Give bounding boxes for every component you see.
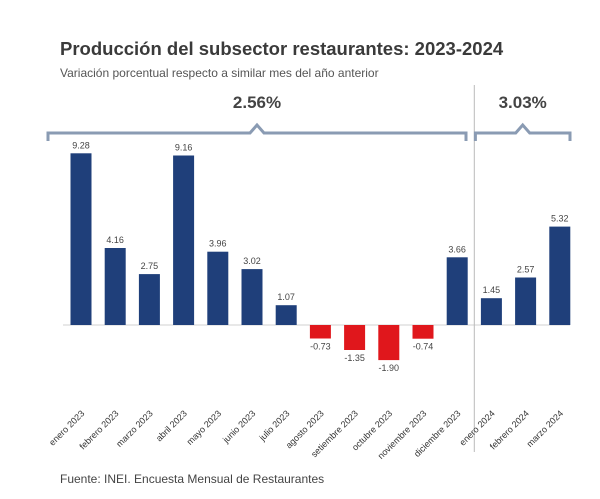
category-label-2: marzo 2023 — [114, 408, 155, 449]
data-label-10: -0.74 — [413, 342, 434, 352]
bar-6 — [275, 305, 297, 325]
data-label-14: 5.32 — [551, 214, 569, 224]
bar-1 — [104, 248, 126, 325]
data-label-5: 3.02 — [243, 256, 261, 266]
bar-9 — [378, 325, 400, 361]
data-label-8: -1.35 — [344, 353, 365, 363]
data-label-1: 4.16 — [106, 235, 124, 245]
data-label-12: 1.45 — [483, 285, 501, 295]
chart-title: Producción del subsector restaurantes: 2… — [60, 38, 504, 59]
category-label-6: julio 2023 — [257, 408, 292, 443]
bar-12 — [480, 298, 502, 325]
data-label-3: 9.16 — [175, 143, 193, 153]
bar-14 — [549, 226, 571, 325]
bar-10 — [412, 325, 434, 339]
source-note: Fuente: INEI. Encuesta Mensual de Restau… — [60, 472, 325, 486]
bar-13 — [515, 277, 537, 325]
bar-4 — [207, 251, 229, 325]
data-label-4: 3.96 — [209, 239, 227, 249]
data-label-6: 1.07 — [277, 292, 295, 302]
bar-5 — [241, 269, 263, 325]
data-label-7: -0.73 — [310, 342, 331, 352]
bar-0 — [70, 153, 92, 325]
bar-8 — [344, 325, 366, 350]
category-label-14: marzo 2024 — [525, 408, 566, 449]
bar-11 — [446, 257, 468, 325]
bar-7 — [309, 325, 331, 339]
group-bracket-0 — [46, 122, 468, 141]
group-label-1: 3.03% — [499, 93, 547, 112]
data-label-0: 9.28 — [72, 140, 90, 150]
category-label-4: mayo 2023 — [185, 408, 224, 447]
data-label-13: 2.57 — [517, 265, 535, 275]
bar-3 — [173, 155, 195, 325]
chart-subtitle: Variación porcentual respecto a similar … — [60, 66, 379, 80]
category-label-5: junio 2023 — [220, 408, 257, 445]
category-label-3: abril 2023 — [154, 408, 189, 443]
data-label-2: 2.75 — [141, 261, 159, 271]
group-label-0: 2.56% — [233, 93, 281, 112]
bar-2 — [138, 274, 160, 325]
data-label-11: 3.66 — [448, 244, 466, 254]
data-label-9: -1.90 — [379, 363, 400, 373]
group-bracket-1 — [473, 122, 572, 141]
